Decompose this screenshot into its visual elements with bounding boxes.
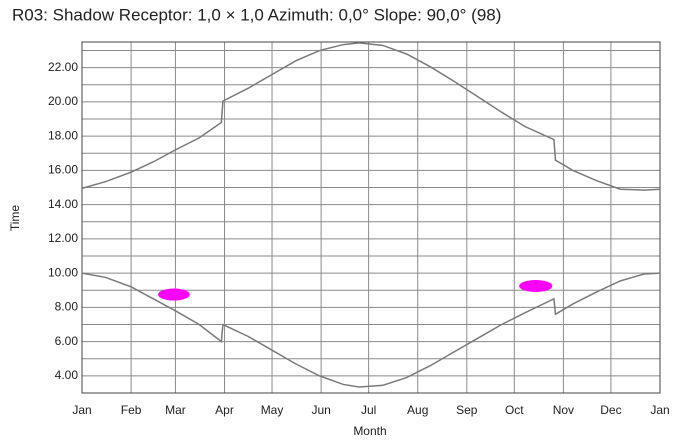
- x-tick-label: Mar: [165, 403, 186, 417]
- y-tick-label: 18.00: [48, 128, 78, 142]
- x-tick-label: Oct: [505, 403, 524, 417]
- shadow-period: [519, 279, 553, 292]
- x-tick-label: May: [261, 403, 284, 417]
- x-tick-label: Nov: [553, 403, 574, 417]
- y-axis-label: Time: [8, 205, 22, 232]
- plot-frame: [81, 41, 661, 394]
- y-tick-label: 4.00: [55, 368, 79, 382]
- y-tick-label: 20.00: [48, 94, 78, 108]
- y-tick-label: 10.00: [48, 265, 78, 279]
- x-tick-label: Dec: [600, 403, 621, 417]
- x-tick-label: Feb: [121, 403, 142, 417]
- y-tick-label: 22.00: [48, 60, 78, 74]
- shadow-period: [158, 288, 190, 301]
- x-tick-label: Apr: [215, 403, 234, 417]
- series-line: [81, 272, 661, 388]
- x-tick-label: Aug: [407, 403, 428, 417]
- y-tick-label: 16.00: [48, 163, 78, 177]
- x-tick-label: Jul: [361, 403, 376, 417]
- y-tick-label: 8.00: [55, 300, 79, 314]
- y-tick-label: 14.00: [48, 197, 78, 211]
- y-tick-label: 12.00: [48, 231, 78, 245]
- y-tick-label: 6.00: [55, 334, 79, 348]
- series-line: [81, 42, 661, 191]
- x-axis-label: Month: [353, 424, 386, 438]
- x-tick-label: Sep: [456, 403, 478, 417]
- x-tick-label: Jun: [311, 403, 330, 417]
- chart-title: R03: Shadow Receptor: 1,0 × 1,0 Azimuth:…: [12, 5, 501, 24]
- x-tick-label: Jan: [650, 403, 669, 417]
- x-tick-label: Jan: [72, 403, 91, 417]
